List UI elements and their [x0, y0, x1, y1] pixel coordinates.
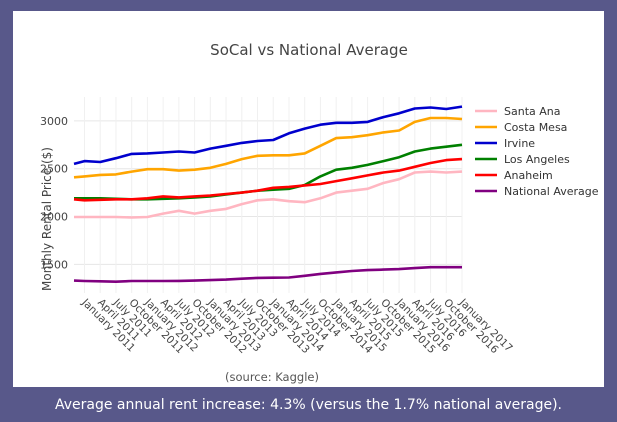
series-line-costa-mesa [73, 116, 463, 179]
legend-item-irvine[interactable]: Irvine [475, 137, 535, 150]
legend-label: National Average [504, 185, 599, 198]
legend-label: Costa Mesa [504, 121, 567, 134]
grid [74, 97, 463, 293]
chart-card: SoCal vs National Average 1500 2000 2500 30… [13, 11, 604, 387]
legend-label: Santa Ana [504, 105, 560, 118]
line-chart: SoCal vs National Average 1500 2000 2500 30… [40, 41, 599, 384]
legend-item-anaheim[interactable]: Anaheim [475, 169, 553, 182]
caption: Average annual rent increase: 4.3% (vers… [54, 397, 562, 413]
series-line-irvine [73, 105, 463, 166]
y-axis-title: Monthly Rental Price ($) [40, 147, 54, 291]
series-line-national-average [73, 265, 462, 284]
series-line-anaheim [73, 157, 463, 202]
legend-label: Anaheim [504, 169, 553, 182]
y-tick-label: 2000 [40, 211, 68, 224]
y-tick-label: 3000 [40, 115, 68, 128]
legend-item-costa-mesa[interactable]: Costa Mesa [475, 121, 567, 134]
legend: Santa Ana Costa Mesa Irvine Los Angeles Anah… [475, 105, 599, 198]
source-note: (source: Kaggle) [225, 370, 319, 384]
legend-item-national-average[interactable]: National Average [475, 185, 599, 198]
y-axis: 1500 2000 2500 3000 [40, 115, 68, 271]
chart-title: SoCal vs National Average [210, 41, 408, 59]
legend-label: Los Angeles [504, 153, 570, 166]
legend-item-santa-ana[interactable]: Santa Ana [475, 105, 560, 118]
legend-label: Irvine [504, 137, 535, 150]
y-tick-label: 2500 [40, 163, 68, 176]
legend-item-los-angeles[interactable]: Los Angeles [475, 153, 570, 166]
series-lines [73, 105, 463, 284]
y-tick-label: 1500 [40, 258, 68, 271]
series-line-santa-ana [74, 170, 463, 219]
